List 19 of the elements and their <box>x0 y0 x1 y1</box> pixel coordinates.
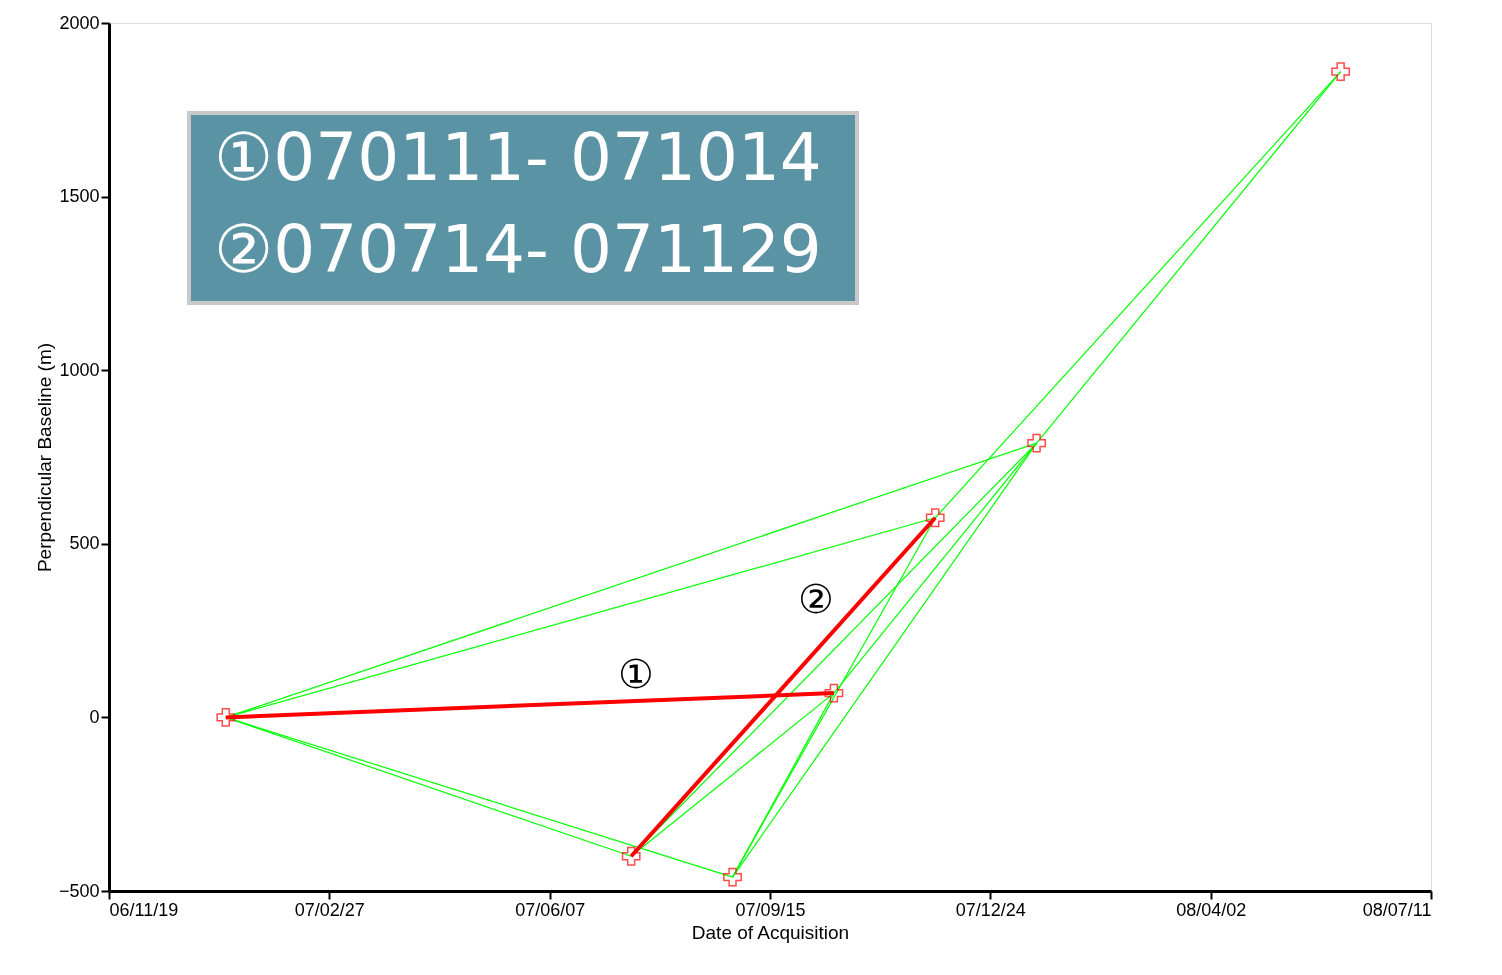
y-axis-title: Perpendicular Baseline (m) <box>33 342 55 573</box>
x-tick-label: 07/02/27 <box>294 899 365 920</box>
x-axis-title: Date of Acquisition <box>691 921 850 943</box>
x-tick-label: 07/12/24 <box>955 899 1026 920</box>
y-tick-label: 2000 <box>59 12 100 33</box>
annotation: ②070714- 071129 <box>214 211 822 288</box>
y-tick-label: 500 <box>69 533 100 554</box>
annotation: ② <box>798 576 834 622</box>
annotation: ①070111- 071014 <box>214 119 822 196</box>
y-tick-label: −500 <box>58 880 100 901</box>
x-tick-label: 08/04/02 <box>1176 899 1247 920</box>
y-tick-label: 0 <box>89 706 100 727</box>
annotation: ① <box>618 651 654 697</box>
x-tick-label: 07/06/07 <box>515 899 586 920</box>
x-tick-label: 06/11/19 <box>109 899 179 920</box>
y-tick-label: 1000 <box>59 359 100 380</box>
x-tick-label: 07/09/15 <box>735 899 806 920</box>
y-tick-label: 1500 <box>59 186 100 207</box>
x-tick-label: 08/07/11 <box>1362 899 1432 920</box>
